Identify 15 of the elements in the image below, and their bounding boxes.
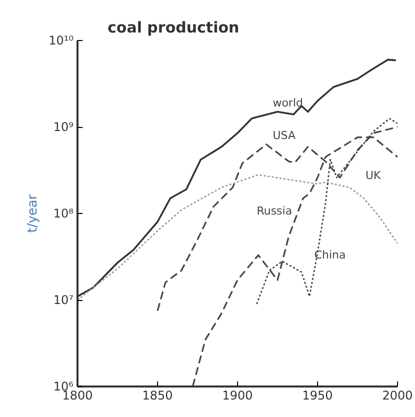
series-label: world	[272, 96, 303, 110]
series-label: UK	[366, 169, 382, 182]
y-tick-label: 10⁷	[53, 293, 74, 307]
x-tick-label: 1950	[302, 388, 333, 402]
y-tick-label: 10⁹	[53, 120, 74, 134]
y-tick-label: 10⁸	[53, 206, 74, 220]
series-label: USA	[272, 129, 296, 142]
series-label: Russia	[256, 204, 292, 218]
x-tick-label: 1850	[142, 388, 173, 402]
x-tick-label: 2000	[382, 388, 413, 402]
y-axis-title: t/year	[26, 194, 41, 233]
series-label: China	[314, 248, 346, 262]
x-tick-label: 1900	[222, 388, 253, 402]
y-tick-label: 10¹⁰	[48, 34, 74, 48]
chart-title: coal production	[108, 18, 240, 36]
